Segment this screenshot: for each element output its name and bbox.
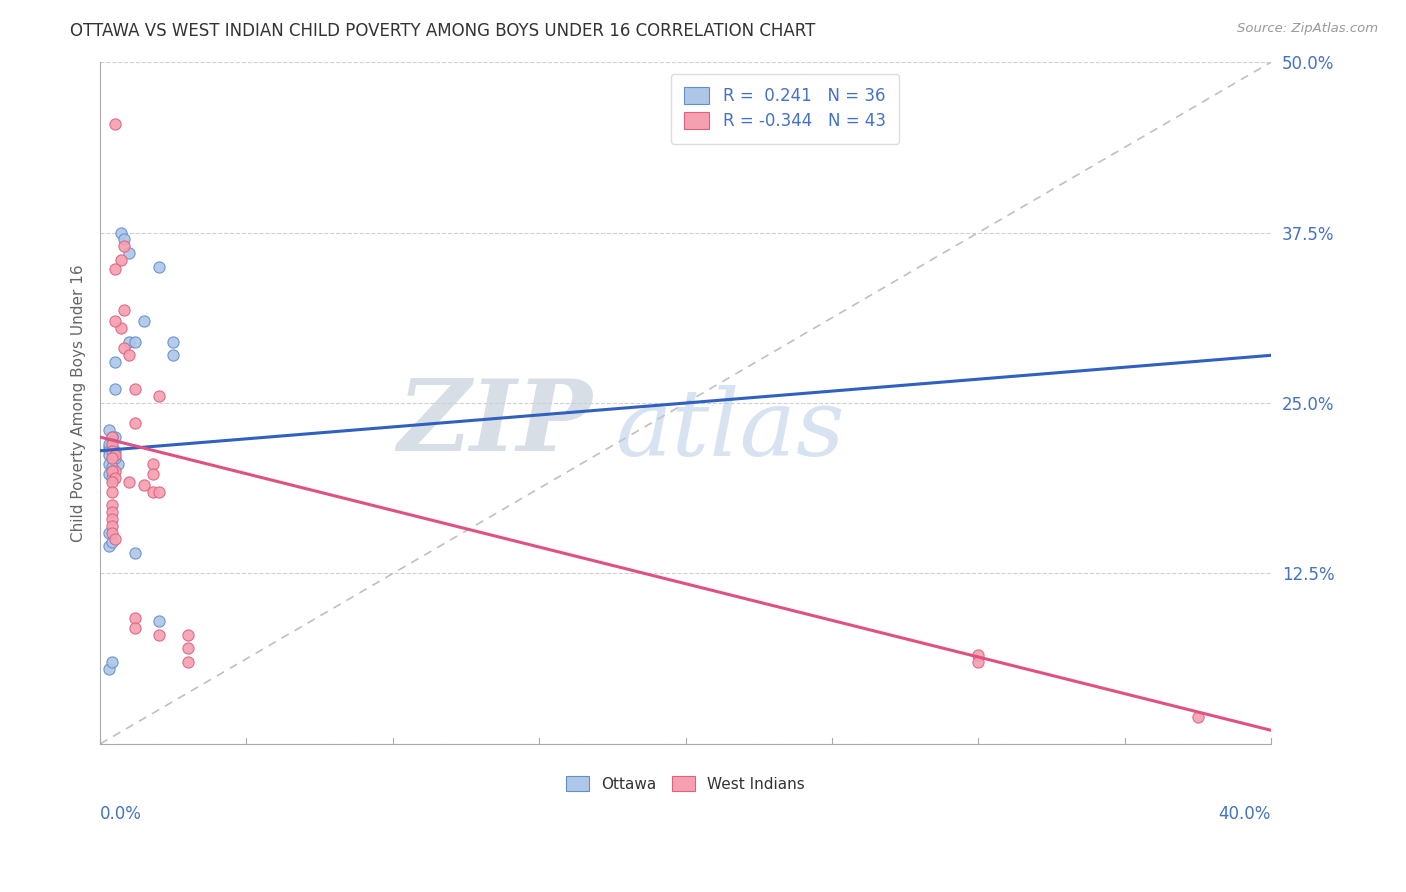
Point <box>118 246 141 260</box>
Point <box>97 458 120 472</box>
Point <box>967 648 990 663</box>
Point <box>124 611 146 625</box>
Point <box>101 498 124 512</box>
Point <box>101 471 124 485</box>
Point <box>101 518 124 533</box>
Point <box>162 334 184 349</box>
Point <box>101 655 124 669</box>
Point <box>97 437 120 451</box>
Point <box>104 383 127 397</box>
Point <box>110 321 132 335</box>
Point <box>101 434 124 449</box>
Point <box>104 471 127 485</box>
Point <box>112 239 135 253</box>
Point <box>124 621 146 635</box>
Point <box>101 450 124 465</box>
Point <box>112 342 135 356</box>
Point <box>97 539 120 553</box>
Point <box>110 252 132 267</box>
Point <box>101 535 124 549</box>
Text: ZIP: ZIP <box>396 376 592 472</box>
Point <box>162 348 184 362</box>
Point <box>104 355 127 369</box>
Text: Source: ZipAtlas.com: Source: ZipAtlas.com <box>1237 22 1378 36</box>
Point <box>104 116 127 130</box>
Point <box>101 475 124 489</box>
Point <box>104 262 127 277</box>
Point <box>97 423 120 437</box>
Point <box>104 448 127 462</box>
Point <box>97 443 120 458</box>
Point <box>101 484 124 499</box>
Point <box>97 525 120 540</box>
Point <box>124 417 146 431</box>
Point <box>177 641 200 656</box>
Point <box>101 430 124 444</box>
Point <box>112 303 135 318</box>
Point <box>101 453 124 467</box>
Point <box>97 448 120 462</box>
Point <box>110 226 132 240</box>
Point <box>148 614 170 628</box>
Text: atlas: atlas <box>616 385 845 475</box>
Point <box>101 443 124 458</box>
Point <box>104 450 127 465</box>
Point <box>118 334 141 349</box>
Point <box>101 512 124 526</box>
Point <box>104 314 127 328</box>
Point <box>101 464 124 478</box>
Point <box>97 440 120 454</box>
Point <box>101 437 124 451</box>
Point <box>101 505 124 519</box>
Point <box>97 467 120 481</box>
Point <box>104 533 127 547</box>
Point <box>124 334 146 349</box>
Point <box>101 464 124 478</box>
Point <box>97 662 120 676</box>
Y-axis label: Child Poverty Among Boys Under 16: Child Poverty Among Boys Under 16 <box>72 264 86 541</box>
Point <box>1187 709 1209 723</box>
Point <box>148 389 170 403</box>
Text: 40.0%: 40.0% <box>1219 805 1271 823</box>
Legend: Ottawa, West Indians: Ottawa, West Indians <box>560 770 811 797</box>
Point <box>104 430 127 444</box>
Point <box>142 458 165 472</box>
Point <box>118 475 141 489</box>
Point <box>101 525 124 540</box>
Point <box>104 443 127 458</box>
Point <box>124 546 146 560</box>
Point <box>177 628 200 642</box>
Point <box>104 464 127 478</box>
Point <box>101 430 124 444</box>
Point <box>967 655 990 669</box>
Point <box>124 383 146 397</box>
Point <box>142 467 165 481</box>
Text: OTTAWA VS WEST INDIAN CHILD POVERTY AMONG BOYS UNDER 16 CORRELATION CHART: OTTAWA VS WEST INDIAN CHILD POVERTY AMON… <box>70 22 815 40</box>
Point <box>132 478 155 492</box>
Text: 0.0%: 0.0% <box>100 805 142 823</box>
Point <box>112 232 135 246</box>
Point <box>132 314 155 328</box>
Point <box>142 484 165 499</box>
Point <box>107 458 129 472</box>
Point <box>148 628 170 642</box>
Point <box>118 348 141 362</box>
Point <box>148 484 170 499</box>
Point <box>101 460 124 475</box>
Point <box>148 260 170 274</box>
Point <box>101 440 124 454</box>
Point <box>177 655 200 669</box>
